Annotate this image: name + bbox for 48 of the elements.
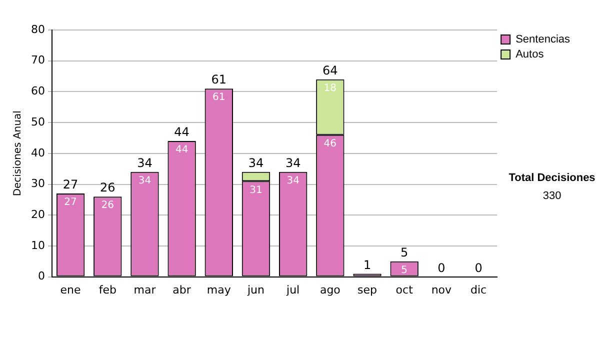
total-label: 34 (248, 156, 264, 170)
x-tick-label: jun (246, 283, 265, 296)
total-label: 26 (100, 180, 116, 195)
data-label: 46 (324, 138, 337, 150)
data-label: 18 (324, 82, 337, 94)
total-label: 61 (211, 72, 227, 87)
y-tick-label: 20 (30, 208, 45, 221)
x-tick-label: sep (358, 283, 378, 296)
y-tick-label: 40 (30, 146, 45, 160)
legend-label: Sentencias (516, 34, 570, 46)
legend-label: Autos (516, 48, 544, 61)
total-label: 0 (474, 260, 482, 275)
total-label: 1 (363, 258, 372, 272)
x-tick-label: feb (98, 283, 116, 296)
y-axis-title: Decisiones Anual (12, 110, 24, 196)
y-tick-label: 10 (30, 238, 45, 252)
total-label: 5 (400, 246, 408, 260)
data-label: 44 (175, 144, 188, 156)
x-tick-label: ago (320, 283, 341, 296)
total-label: 44 (174, 125, 190, 140)
data-label: 31 (250, 184, 262, 196)
x-tick-label: ene (60, 283, 82, 296)
data-label: 61 (212, 92, 226, 104)
total-label: 34 (137, 156, 152, 170)
text: Total Decisiones (508, 172, 596, 184)
total-label: 34 (285, 156, 301, 170)
y-tick-label: 50 (30, 115, 45, 128)
text: 330 (542, 190, 562, 202)
x-tick-label: jul (286, 283, 300, 296)
data-label: 5 (401, 264, 408, 276)
x-tick-label: nov (431, 283, 452, 296)
x-tick-label: may (206, 283, 232, 296)
x-tick-label: mar (134, 283, 156, 296)
total-label: 27 (62, 178, 78, 192)
data-label: 34 (138, 176, 152, 187)
y-tick-label: 30 (30, 177, 45, 190)
data-label: 27 (64, 197, 77, 208)
total-label: 64 (322, 63, 338, 78)
y-tick-label: 80 (30, 22, 45, 36)
data-label: 34 (286, 176, 300, 187)
data-label: 26 (101, 200, 114, 212)
y-tick-label: 70 (30, 54, 45, 67)
x-tick-label: oct (396, 283, 414, 296)
y-tick-label: 0 (38, 270, 45, 283)
x-tick-label: dic (470, 283, 487, 296)
x-tick-label: abr (172, 283, 192, 296)
y-tick-label: 60 (30, 84, 45, 98)
total-label: 0 (438, 260, 446, 275)
